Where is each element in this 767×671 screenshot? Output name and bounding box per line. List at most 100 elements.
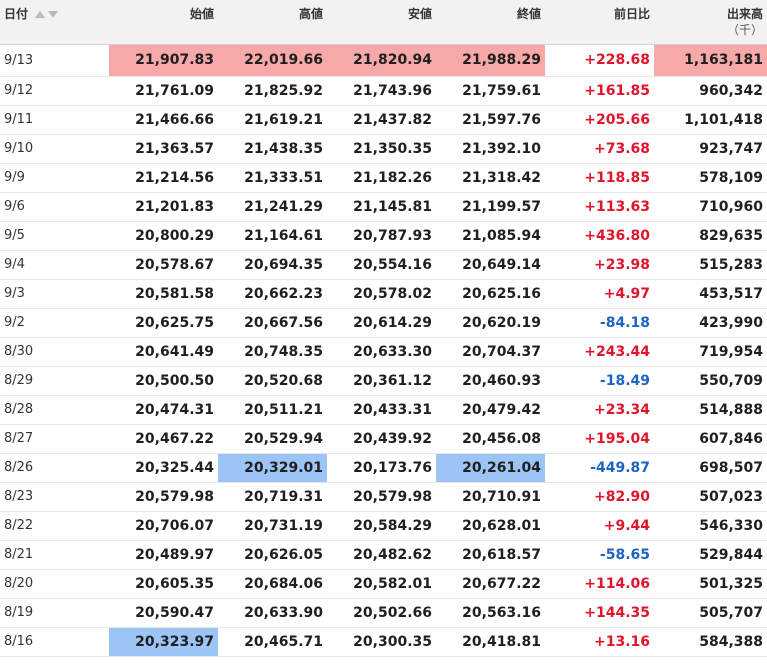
cell-date: 9/12 [0, 76, 109, 106]
cell-high: 20,520.68 [218, 366, 327, 396]
cell-close: 20,625.16 [436, 279, 545, 309]
table-row: 8/26 20,325.44 20,329.01 20,173.76 20,261.04… [0, 453, 767, 483]
cell-high: 21,438.35 [218, 134, 327, 164]
cell-open: 20,578.67 [109, 250, 218, 280]
cell-date: 8/19 [0, 598, 109, 628]
cell-open: 21,466.66 [109, 105, 218, 135]
cell-volume: 514,888 [654, 395, 767, 425]
table-row: 8/21 20,489.97 20,626.05 20,482.62 20,618.57… [0, 540, 767, 570]
cell-close: 20,456.08 [436, 424, 545, 454]
cell-high: 22,019.66 [218, 44, 327, 77]
price-history-table: 日付 始値 高値 安値 終値 前日比 出来高 （千） 9/13 21,907.83… [0, 0, 767, 657]
cell-low: 20,579.98 [327, 482, 436, 512]
cell-open: 20,579.98 [109, 482, 218, 512]
cell-volume: 1,163,181 [654, 44, 767, 77]
table-row: 8/20 20,605.35 20,684.06 20,582.01 20,677.22… [0, 569, 767, 599]
cell-change: +243.44 [545, 337, 654, 367]
table-row: 9/12 21,761.09 21,825.92 21,743.96 21,759.61… [0, 76, 767, 106]
cell-high: 20,662.23 [218, 279, 327, 309]
cell-open: 20,581.58 [109, 279, 218, 309]
cell-date: 8/26 [0, 453, 109, 483]
cell-change: +118.85 [545, 163, 654, 193]
cell-high: 21,164.61 [218, 221, 327, 251]
cell-open: 20,605.35 [109, 569, 218, 599]
header-close: 終値 [436, 0, 545, 45]
cell-high: 20,694.35 [218, 250, 327, 280]
cell-date: 8/23 [0, 482, 109, 512]
header-row: 日付 始値 高値 安値 終値 前日比 出来高 （千） [0, 0, 767, 45]
cell-close: 20,628.01 [436, 511, 545, 541]
cell-high: 21,619.21 [218, 105, 327, 135]
cell-change: -84.18 [545, 308, 654, 338]
header-date[interactable]: 日付 [0, 0, 109, 45]
cell-high: 20,626.05 [218, 540, 327, 570]
table-body: 9/13 21,907.83 22,019.66 21,820.94 21,988.29… [0, 44, 767, 657]
cell-high: 21,333.51 [218, 163, 327, 193]
cell-volume: 505,707 [654, 598, 767, 628]
cell-date: 9/3 [0, 279, 109, 309]
sort-down-icon[interactable] [48, 11, 59, 18]
cell-low: 20,173.76 [327, 453, 436, 483]
cell-close: 20,620.19 [436, 308, 545, 338]
cell-date: 8/20 [0, 569, 109, 599]
cell-high: 20,529.94 [218, 424, 327, 454]
cell-high: 20,329.01 [218, 453, 327, 483]
cell-close: 20,649.14 [436, 250, 545, 280]
table-row: 9/2 20,625.75 20,667.56 20,614.29 20,620.19-… [0, 308, 767, 338]
header-high: 高値 [218, 0, 327, 45]
sort-controls[interactable] [32, 6, 59, 22]
cell-low: 21,182.26 [327, 163, 436, 193]
cell-change: -449.87 [545, 453, 654, 483]
cell-change: +23.98 [545, 250, 654, 280]
cell-close: 20,479.42 [436, 395, 545, 425]
cell-change: -58.65 [545, 540, 654, 570]
cell-close: 20,704.37 [436, 337, 545, 367]
table-row: 9/4 20,578.67 20,694.35 20,554.16 20,649.14 +… [0, 250, 767, 280]
cell-close: 20,618.57 [436, 540, 545, 570]
cell-close: 21,085.94 [436, 221, 545, 251]
cell-change: -18.49 [545, 366, 654, 396]
table-row: 8/23 20,579.98 20,719.31 20,579.98 20,710.91… [0, 482, 767, 512]
cell-change: +436.80 [545, 221, 654, 251]
cell-change: +113.63 [545, 192, 654, 222]
sort-up-icon[interactable] [35, 11, 46, 18]
cell-date: 9/10 [0, 134, 109, 164]
cell-open: 20,625.75 [109, 308, 218, 338]
cell-volume: 698,507 [654, 453, 767, 483]
cell-high: 20,719.31 [218, 482, 327, 512]
cell-change: +114.06 [545, 569, 654, 599]
cell-low: 20,439.92 [327, 424, 436, 454]
cell-date: 9/9 [0, 163, 109, 193]
cell-open: 20,489.97 [109, 540, 218, 570]
cell-open: 21,201.83 [109, 192, 218, 222]
table-row: 9/3 20,581.58 20,662.23 20,578.02 20,625.16 +… [0, 279, 767, 309]
cell-open: 20,641.49 [109, 337, 218, 367]
cell-close: 21,392.10 [436, 134, 545, 164]
cell-low: 20,433.31 [327, 395, 436, 425]
cell-high: 20,748.35 [218, 337, 327, 367]
header-change: 前日比 [545, 0, 654, 45]
cell-volume: 710,960 [654, 192, 767, 222]
table-row: 8/22 20,706.07 20,731.19 20,584.29 20,628.01… [0, 511, 767, 541]
table-row: 8/19 20,590.47 20,633.90 20,502.66 20,563.16… [0, 598, 767, 628]
cell-low: 21,820.94 [327, 44, 436, 77]
cell-close: 21,597.76 [436, 105, 545, 135]
cell-open: 20,800.29 [109, 221, 218, 251]
cell-date: 9/11 [0, 105, 109, 135]
cell-low: 20,584.29 [327, 511, 436, 541]
cell-date: 9/13 [0, 44, 109, 77]
cell-date: 8/16 [0, 627, 109, 657]
cell-volume: 719,954 [654, 337, 767, 367]
cell-volume: 1,101,418 [654, 105, 767, 135]
cell-volume: 515,283 [654, 250, 767, 280]
cell-open: 20,323.97 [109, 627, 218, 657]
cell-close: 20,563.16 [436, 598, 545, 628]
cell-volume: 507,023 [654, 482, 767, 512]
table-row: 8/16 20,323.97 20,465.71 20,300.35 20,418.81… [0, 627, 767, 657]
table-row: 9/9 21,214.56 21,333.51 21,182.26 21,318.42 +… [0, 163, 767, 193]
cell-open: 20,467.22 [109, 424, 218, 454]
header-volume: 出来高 （千） [654, 0, 767, 45]
cell-open: 20,325.44 [109, 453, 218, 483]
cell-date: 9/6 [0, 192, 109, 222]
cell-date: 9/2 [0, 308, 109, 338]
